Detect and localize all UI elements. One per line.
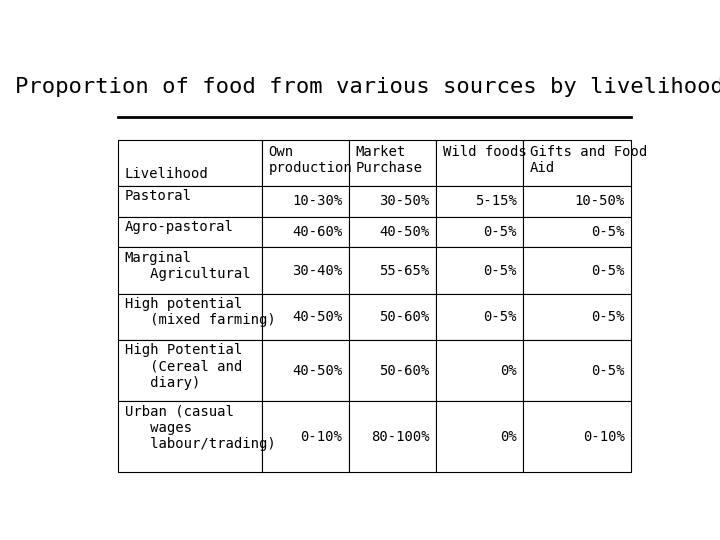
Bar bbox=[349, 186, 436, 217]
Bar bbox=[349, 217, 436, 247]
Text: Own
production: Own production bbox=[269, 145, 352, 175]
Text: 0-10%: 0-10% bbox=[300, 430, 342, 444]
Text: 0-5%: 0-5% bbox=[483, 225, 517, 239]
Text: 10-50%: 10-50% bbox=[575, 194, 624, 208]
Text: Pastoral: Pastoral bbox=[125, 189, 192, 203]
Text: Marginal
   Agricultural: Marginal Agricultural bbox=[125, 251, 251, 281]
Text: 40-60%: 40-60% bbox=[292, 225, 342, 239]
Text: 0-5%: 0-5% bbox=[591, 310, 624, 324]
Bar bbox=[349, 340, 436, 401]
Bar bbox=[436, 186, 523, 217]
Bar bbox=[523, 401, 631, 472]
Text: 50-60%: 50-60% bbox=[379, 310, 430, 324]
Text: 40-50%: 40-50% bbox=[292, 363, 342, 377]
Text: 5-15%: 5-15% bbox=[475, 194, 517, 208]
Text: 55-65%: 55-65% bbox=[379, 264, 430, 278]
Text: 30-40%: 30-40% bbox=[292, 264, 342, 278]
Text: 0-10%: 0-10% bbox=[582, 430, 624, 444]
Bar bbox=[349, 401, 436, 472]
Bar bbox=[261, 294, 349, 340]
Text: 0-5%: 0-5% bbox=[591, 264, 624, 278]
Text: Proportion of food from various sources by livelihood: Proportion of food from various sources … bbox=[14, 77, 720, 97]
Bar bbox=[349, 140, 436, 186]
Text: 50-60%: 50-60% bbox=[379, 363, 430, 377]
Bar bbox=[436, 401, 523, 472]
Text: 80-100%: 80-100% bbox=[371, 430, 430, 444]
Bar bbox=[261, 340, 349, 401]
Text: Urban (casual
   wages
   labour/trading): Urban (casual wages labour/trading) bbox=[125, 405, 275, 451]
Bar bbox=[118, 247, 261, 294]
Text: 30-50%: 30-50% bbox=[379, 194, 430, 208]
Text: Livelihood: Livelihood bbox=[125, 167, 208, 181]
Text: High Potential
   (Cereal and
   diary): High Potential (Cereal and diary) bbox=[125, 343, 242, 389]
Bar bbox=[523, 217, 631, 247]
Text: Gifts and Food
Aid: Gifts and Food Aid bbox=[530, 145, 647, 175]
Text: 0-5%: 0-5% bbox=[591, 225, 624, 239]
Text: Agro-pastoral: Agro-pastoral bbox=[125, 220, 233, 234]
Bar bbox=[261, 247, 349, 294]
Bar bbox=[523, 140, 631, 186]
Bar bbox=[118, 140, 261, 186]
Bar bbox=[118, 401, 261, 472]
Bar bbox=[523, 294, 631, 340]
Text: 0-5%: 0-5% bbox=[483, 264, 517, 278]
Text: 0%: 0% bbox=[500, 430, 517, 444]
Bar bbox=[118, 340, 261, 401]
Bar bbox=[118, 294, 261, 340]
Bar bbox=[349, 294, 436, 340]
Bar bbox=[523, 186, 631, 217]
Text: 0%: 0% bbox=[500, 363, 517, 377]
Text: Market
Purchase: Market Purchase bbox=[356, 145, 423, 175]
Text: Wild foods: Wild foods bbox=[443, 145, 526, 159]
Bar bbox=[436, 294, 523, 340]
Bar bbox=[118, 186, 261, 217]
Bar bbox=[118, 217, 261, 247]
Text: 0-5%: 0-5% bbox=[591, 363, 624, 377]
Text: 40-50%: 40-50% bbox=[379, 225, 430, 239]
Bar bbox=[261, 217, 349, 247]
Text: 0-5%: 0-5% bbox=[483, 310, 517, 324]
Bar bbox=[349, 247, 436, 294]
Bar bbox=[523, 340, 631, 401]
Text: 40-50%: 40-50% bbox=[292, 310, 342, 324]
Bar bbox=[436, 340, 523, 401]
Bar bbox=[523, 247, 631, 294]
Text: 10-30%: 10-30% bbox=[292, 194, 342, 208]
Bar bbox=[261, 140, 349, 186]
Text: High potential
   (mixed farming): High potential (mixed farming) bbox=[125, 297, 275, 327]
Bar bbox=[436, 217, 523, 247]
Bar bbox=[261, 186, 349, 217]
Bar bbox=[436, 247, 523, 294]
Bar bbox=[436, 140, 523, 186]
Bar bbox=[261, 401, 349, 472]
